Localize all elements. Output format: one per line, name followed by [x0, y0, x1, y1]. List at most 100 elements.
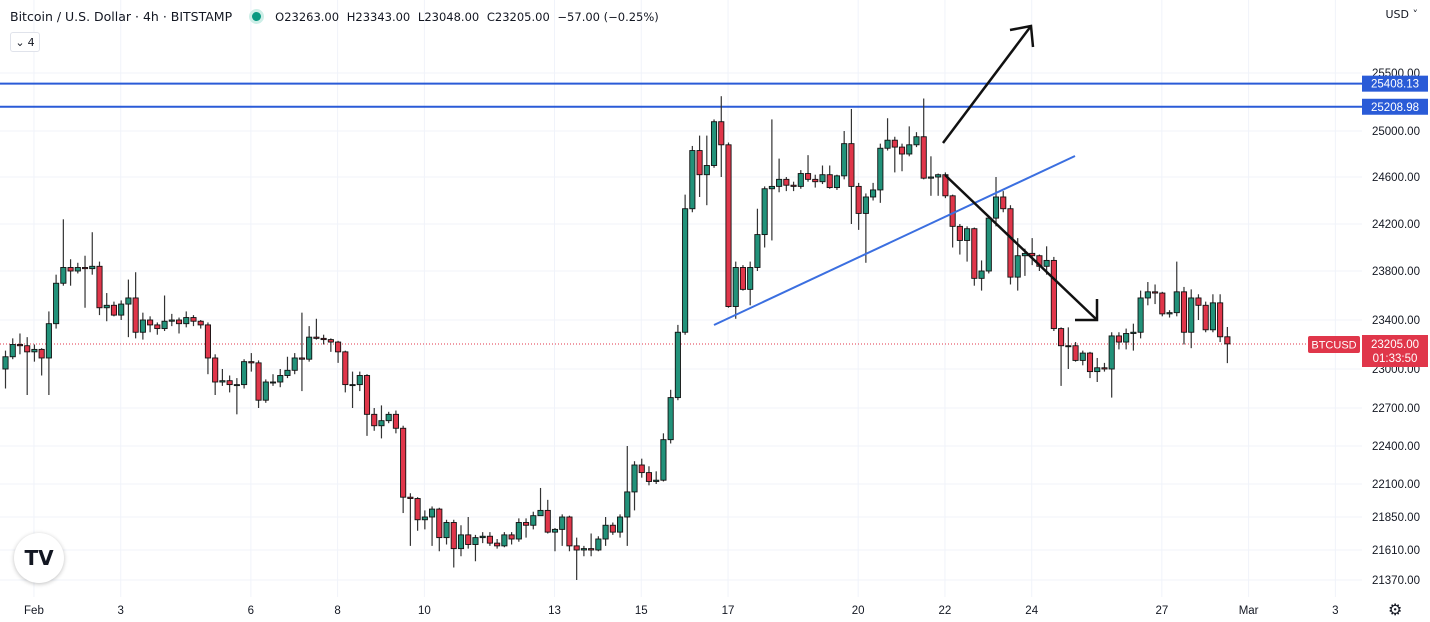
- candle: [783, 177, 790, 192]
- candle-body-down: [523, 522, 530, 526]
- candle-body-up: [1130, 331, 1137, 334]
- candle-body-up: [443, 522, 450, 539]
- candle-body-down: [327, 339, 334, 343]
- candle-body-down: [248, 361, 255, 364]
- last-price-labels: BTCUSD 23205.00 01:33:50: [1308, 335, 1428, 367]
- candle-body-up: [559, 516, 566, 530]
- candle: [804, 155, 812, 182]
- candle-body-up: [631, 464, 638, 493]
- candle: [96, 261, 103, 316]
- candle-body-up: [53, 282, 60, 325]
- candle-body-up: [219, 380, 226, 383]
- candle: [573, 537, 580, 580]
- candle: [74, 262, 81, 274]
- time-tick-label: 27: [1155, 605, 1168, 617]
- candle: [457, 525, 465, 557]
- candle-body-down: [465, 534, 472, 545]
- candle: [1115, 332, 1122, 350]
- candle-body-up: [103, 304, 110, 309]
- settings-gear-icon[interactable]: ⚙: [1388, 600, 1403, 619]
- candle: [1137, 290, 1144, 339]
- arrow-down-drawing[interactable]: [944, 174, 1099, 322]
- candle-body-up: [501, 534, 508, 547]
- candle-body-down: [1195, 297, 1202, 306]
- price-tick-label: 21850.00: [1372, 512, 1420, 524]
- candle-body-up: [9, 344, 16, 358]
- candle-body-down: [132, 297, 139, 333]
- candle: [1202, 301, 1209, 333]
- candle: [1086, 351, 1094, 379]
- candle: [776, 158, 783, 193]
- candle: [1079, 350, 1086, 366]
- candle: [1224, 326, 1231, 364]
- candle-body-up: [241, 361, 248, 386]
- candle: [110, 301, 117, 317]
- candle: [183, 311, 190, 328]
- candle-body-up: [660, 439, 667, 481]
- candle: [739, 265, 747, 291]
- candle: [732, 261, 739, 319]
- candle-body-up: [747, 267, 754, 290]
- candle-body-down: [16, 344, 24, 347]
- candle-body-down: [175, 319, 183, 325]
- candle: [161, 295, 168, 332]
- candle-body-down: [544, 509, 551, 533]
- candle: [1065, 327, 1072, 369]
- arrow-up-drawing[interactable]: [942, 24, 1035, 144]
- candle-body-down: [898, 146, 906, 155]
- candle-body-down: [400, 427, 407, 498]
- candle-body-up: [118, 303, 125, 316]
- symbol-title[interactable]: Bitcoin / U.S. Dollar · 4h · BITSTAMP: [10, 9, 233, 24]
- currency-dropdown[interactable]: USD ˅: [1385, 8, 1418, 21]
- candle: [703, 135, 710, 206]
- close-value: C23205.00: [486, 9, 550, 24]
- candle-body-up: [1144, 291, 1151, 299]
- candle-body-up: [31, 348, 38, 353]
- candle: [385, 411, 392, 424]
- candle: [1043, 246, 1050, 275]
- candle-body-down: [1058, 328, 1065, 347]
- candle: [436, 507, 443, 552]
- candle-body-down: [783, 178, 790, 186]
- time-axis[interactable]: [0, 597, 1430, 622]
- candle: [667, 389, 674, 444]
- candle-body-down: [197, 320, 204, 326]
- candle: [414, 497, 421, 531]
- candle: [1195, 294, 1202, 320]
- candle: [371, 408, 378, 431]
- candle-body-up: [1173, 291, 1180, 314]
- price-axis[interactable]: [1362, 0, 1430, 622]
- candle: [725, 142, 732, 308]
- candle-body-up: [183, 317, 190, 325]
- candle-body-up: [580, 548, 587, 551]
- candle-body-down: [38, 348, 45, 359]
- candle-body-down: [1115, 335, 1122, 343]
- candle-body-up: [421, 516, 428, 521]
- candle: [935, 173, 942, 196]
- currency-label: USD: [1385, 8, 1409, 21]
- candle-body-up: [385, 413, 392, 422]
- candle: [710, 119, 718, 168]
- grid: [0, 0, 1362, 597]
- trendline[interactable]: [713, 155, 1076, 326]
- candle: [154, 322, 161, 335]
- candle: [927, 156, 934, 196]
- candle: [38, 348, 45, 376]
- candle: [465, 517, 472, 549]
- candle: [638, 458, 645, 478]
- chevron-down-icon: ˅: [1409, 8, 1418, 21]
- tradingview-logo[interactable]: 𝗧𝗩: [14, 533, 64, 583]
- candle: [971, 227, 978, 286]
- price-tick-label: 22100.00: [1372, 479, 1420, 491]
- horizontal-lines[interactable]: [0, 82, 1362, 108]
- candle-body-down: [212, 357, 219, 383]
- indicators-toggle-button[interactable]: ⌄ 4: [10, 32, 40, 52]
- candle-body-up: [89, 265, 96, 270]
- candle-body-down: [81, 267, 89, 270]
- candle-body-up: [682, 208, 689, 333]
- candle: [9, 338, 16, 360]
- candle-body-down: [67, 267, 74, 272]
- candle: [118, 300, 125, 320]
- candle: [248, 353, 255, 372]
